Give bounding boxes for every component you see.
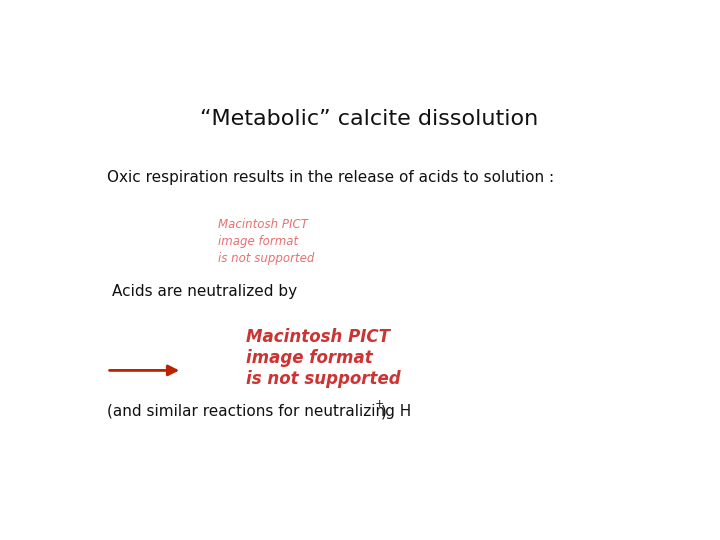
Text: ): ) [382, 404, 387, 419]
Text: is not supported: is not supported [218, 252, 315, 265]
Text: is not supported: is not supported [246, 370, 401, 388]
Text: image format: image format [218, 235, 299, 248]
Text: “Metabolic” calcite dissolution: “Metabolic” calcite dissolution [200, 109, 538, 129]
Text: Oxic respiration results in the release of acids to solution :: Oxic respiration results in the release … [107, 170, 554, 185]
Text: Macintosh PICT: Macintosh PICT [246, 328, 390, 346]
Text: Macintosh PICT: Macintosh PICT [218, 218, 308, 231]
Text: Acids are neutralized by: Acids are neutralized by [112, 284, 297, 299]
Text: +: + [374, 399, 384, 409]
Text: (and similar reactions for neutralizing H: (and similar reactions for neutralizing … [107, 404, 411, 419]
Text: image format: image format [246, 349, 373, 367]
